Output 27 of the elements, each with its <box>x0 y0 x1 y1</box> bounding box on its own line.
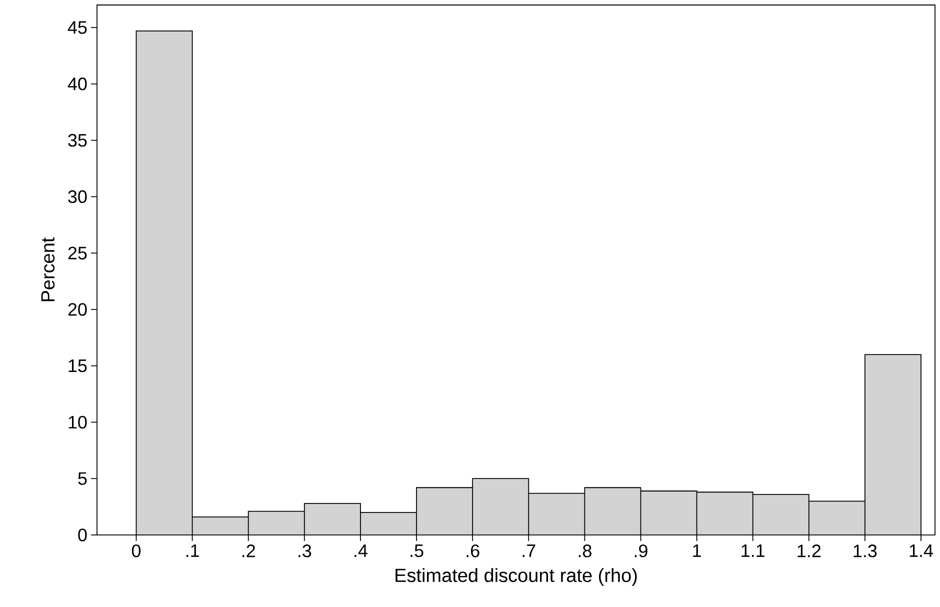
x-tick-label: 0 <box>132 544 141 558</box>
y-tick-label: 20 <box>68 303 87 316</box>
x-tick-label: 1.3 <box>854 544 877 558</box>
y-tick-label: 30 <box>68 190 87 204</box>
y-tick-label: 15 <box>68 360 87 372</box>
x-tick-label: 1 <box>693 544 701 557</box>
y-tick-label: 35 <box>68 134 87 147</box>
x-tick-label: 1.4 <box>910 544 933 557</box>
y-tick-label: 0 <box>78 528 87 542</box>
x-tick-label: .3 <box>298 544 312 558</box>
x-tick-label: .6 <box>466 544 480 558</box>
y-tick-label: 10 <box>68 416 87 429</box>
y-tick-label: 5 <box>78 472 87 485</box>
x-axis-title: Estimated discount rate (rho) <box>396 568 637 586</box>
x-tick-label: .4 <box>354 544 368 557</box>
x-tick-label: .9 <box>634 544 648 558</box>
y-tick-label: 40 <box>68 78 87 90</box>
x-tick-label: .5 <box>410 544 424 558</box>
y-tick-label: 45 <box>68 21 87 34</box>
x-tick-label: .2 <box>242 544 255 558</box>
x-tick-label: .8 <box>578 544 592 558</box>
x-tick-label: .1 <box>186 544 199 557</box>
x-tick-label: 1.2 <box>798 544 820 558</box>
x-tick-label: .7 <box>522 544 536 557</box>
x-tick-label: 1.1 <box>742 544 764 557</box>
y-tick-label: 25 <box>68 246 87 260</box>
y-axis-title: Percent <box>41 237 55 302</box>
